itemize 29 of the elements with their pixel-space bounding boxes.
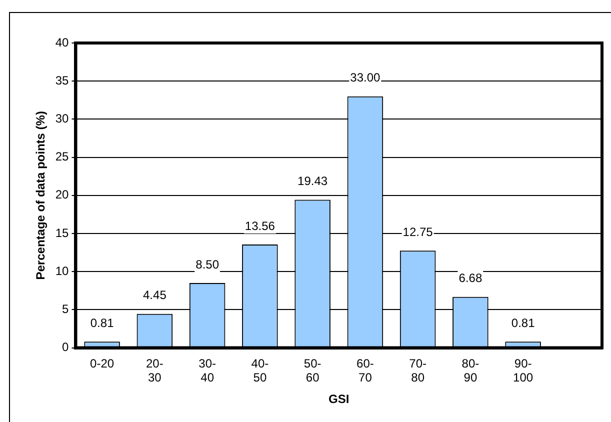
data-label: 8.50 [196,257,220,272]
data-label: 0.81 [511,316,536,330]
x-tick-label: 90-100 [513,356,534,385]
data-label: 0.81 [90,316,114,330]
y-tick-label: 25 [55,150,70,164]
x-tick-label: 50-60 [304,356,322,385]
y-tick-label: 0 [62,340,70,354]
data-label: 13.56 [244,218,276,233]
x-tick-label: 40-50 [251,356,269,385]
y-tick-label: 20 [55,188,70,202]
y-tick-label: 35 [55,73,70,88]
data-label: 19.43 [298,174,328,188]
x-tick-label: 20-30 [146,356,164,385]
x-tick-label: 30-40 [198,356,216,385]
y-axis-title: Percentage of data points (%) [34,111,48,280]
y-tick-label: 40 [55,35,70,50]
y-tick-label: 30 [55,112,70,126]
x-tick-label: 60-70 [356,356,374,385]
y-tick-label: 15 [55,226,70,240]
y-tick-label: 10 [55,264,70,278]
x-axis-title: GSI [328,392,350,406]
data-label: 12.75 [402,224,434,239]
data-label: 4.45 [143,288,167,302]
x-tick-label: 80-90 [462,356,480,385]
data-label: 33.00 [350,70,381,85]
x-tick-label: 70-80 [409,356,426,385]
data-label: 6.68 [458,271,482,286]
x-tick-label: 0-20 [90,356,114,370]
y-tick-label: 5 [62,302,70,316]
